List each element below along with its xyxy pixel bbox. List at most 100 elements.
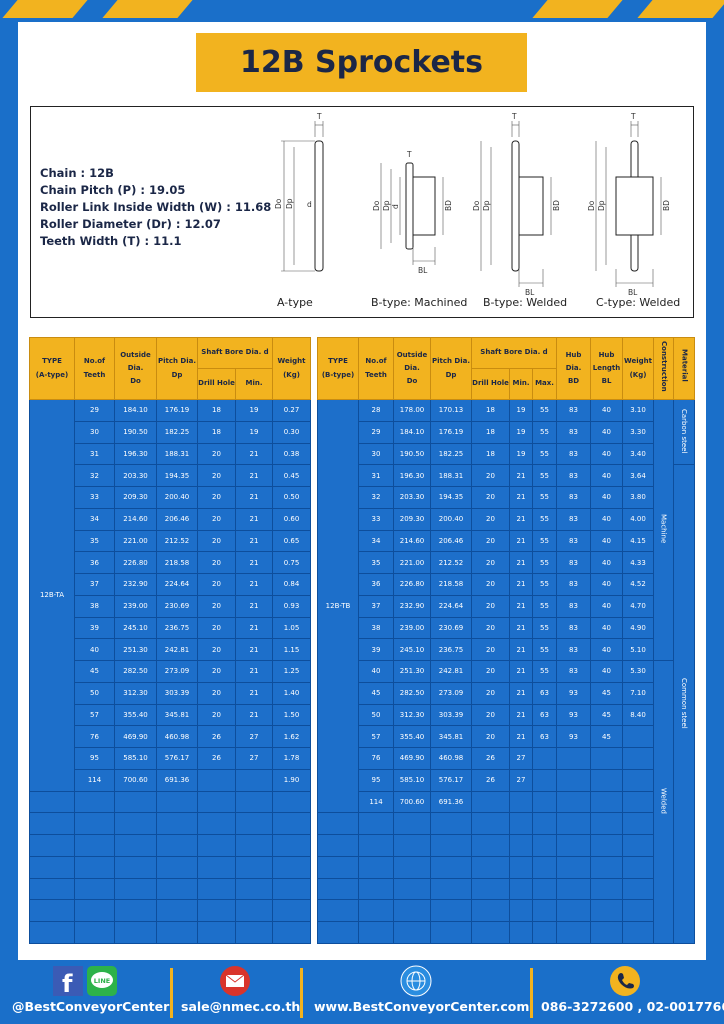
cell-text: 21 [249,515,259,524]
cell-text: 18 [212,406,221,415]
cell-text: 40 [602,493,611,502]
cell: 460.98 [430,747,472,770]
cell-text: 76 [90,732,99,741]
cell: 224.64 [156,573,198,596]
cell [114,812,157,835]
cell: 0.38 [272,442,311,466]
cell: 95 [74,747,115,770]
symbol: Dp [482,200,491,211]
cell: 232.90 [114,573,157,596]
row: 50 312.30 303.39 20 21 63 93 45 8.40 [318,703,695,727]
cell: 239.00 [393,616,431,640]
cell [556,877,592,901]
header-cell: Pitch Dia. Dp [156,337,198,400]
cell: 38 [358,616,394,640]
cell-text: 18 [486,449,495,458]
cell-text: 40 [602,428,611,437]
cell: 214.60 [393,529,431,553]
header-cell: Outside Dia. Do [393,337,431,400]
cell-text: 55 [540,580,549,589]
cell-text: 206.46 [164,515,190,524]
cell: 0.50 [272,486,311,509]
cell-text: 184.10 [123,406,148,415]
cell: 57 [358,725,394,748]
cell-text: 39 [371,645,381,654]
cell-text: 19 [516,428,526,437]
cell-text: 55 [540,645,549,654]
cell [156,921,198,944]
row: 30 190.50 182.25 18 19 55 83 40 3.40 [318,442,695,466]
cell: 18 [471,442,510,466]
row [317,812,695,835]
cell [430,921,472,944]
cell: 21 [509,486,533,509]
cell: 1.05 [272,616,311,640]
cell: 40 [590,551,624,574]
stripe [102,0,193,18]
cell-text: 176.19 [438,428,464,437]
header-cell: Weight (Kg) [272,337,311,400]
cell: 0.75 [272,551,311,574]
cell: 26 [197,747,236,770]
cell-text: 194.35 [438,493,464,502]
row [29,834,311,857]
cell-text: 182.25 [164,428,190,437]
cell-text: 190.50 [123,428,148,437]
cell-text: 40 [602,667,611,676]
cell: 39 [74,616,115,640]
cell: 55 [531,420,558,444]
cell-text: 33 [371,515,381,524]
cell: 3.64 [622,464,655,487]
phone-icon [610,966,640,996]
cell-text: Min. [245,379,263,388]
spec: Chain Pitch (P) : 19.05 [40,183,186,197]
row [317,834,695,857]
cell-text: Shaft Bore Dia. d [480,348,548,357]
cell-text: (A-type) [35,370,69,379]
cell: 20 [197,594,236,618]
cell-text: 5.10 [630,645,646,654]
row: 114 700.60 691.36 [318,790,695,814]
cell-text: 55 [540,449,549,458]
symbol: BL [525,288,535,297]
header-row: Drill Hole Min. [30,368,311,400]
cell: 20 [471,529,510,553]
cell-text: 4.70 [630,602,646,611]
cell-text: Construction [660,340,669,392]
cell-text: 20 [212,536,221,545]
cell-text: 576.17 [164,754,190,763]
cell: 83 [556,442,592,466]
cell-text: 55 [540,471,549,480]
cell: 83 [556,486,592,509]
cell-text: 21 [516,623,526,632]
cell-text: 236.75 [438,645,464,654]
cell-text: 8.40 [630,710,646,719]
cell: 20 [471,464,510,487]
cell [272,877,311,901]
cell: 691.36 [156,768,198,792]
stripe [2,0,88,18]
cell: 21 [509,616,533,640]
row: 39 245.10 236.75 20 21 1.05 [30,616,311,640]
cell-text: 57 [371,732,381,741]
cell-text: 29 [371,428,381,437]
row: 40 251.30 242.81 20 21 1.15 [30,638,311,661]
cell-text: 0.30 [283,428,300,437]
header-cell: Pitch Dia. Dp [430,337,472,400]
cell-text: Outside [396,350,428,359]
cell [156,834,198,857]
cell: 242.81 [430,660,472,683]
cell-text: 40 [602,471,611,480]
cell-text: 19 [249,406,259,415]
cell [156,790,198,814]
cell [531,747,558,770]
cell [430,899,472,922]
cell: 196.30 [393,464,431,487]
cell [156,812,198,835]
cell [197,921,236,944]
cell: 1.40 [272,681,311,705]
cell-text: 21 [516,645,526,654]
cell: 27 [235,747,273,770]
cell-text: 355.40 [399,732,425,741]
